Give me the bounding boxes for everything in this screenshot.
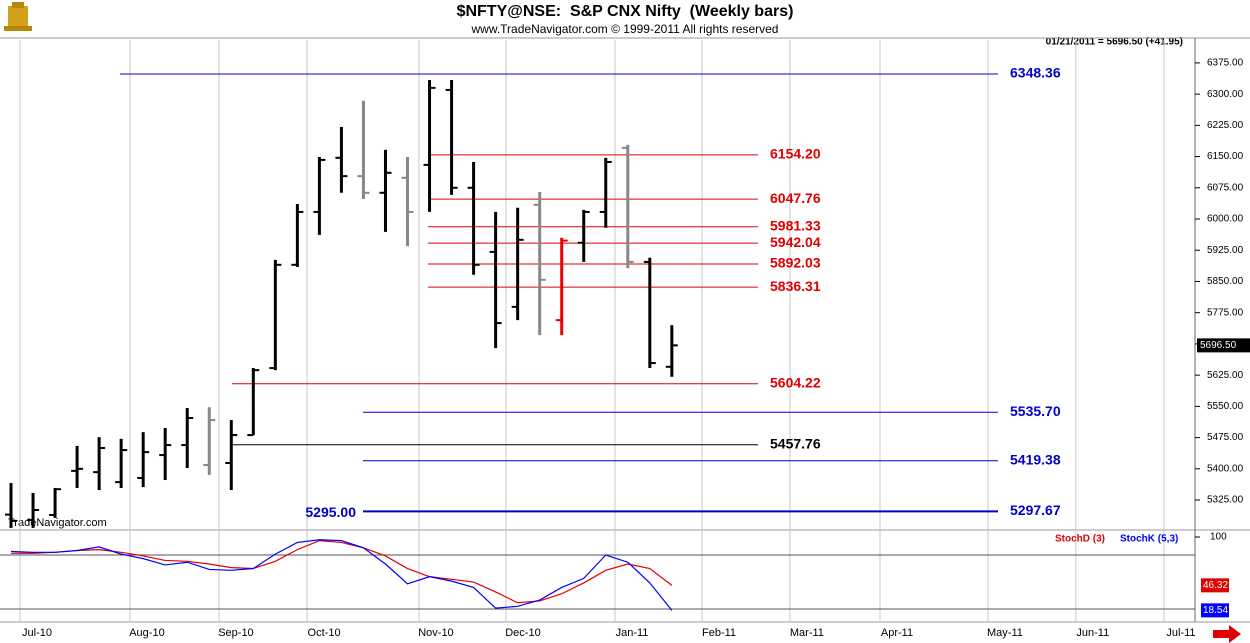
level-label: 6348.36	[1010, 65, 1061, 81]
x-tick-label: Feb-11	[702, 627, 736, 639]
level-label: 5535.70	[1010, 403, 1061, 419]
scroll-arrow[interactable]	[1213, 625, 1241, 643]
y-tick-label: 6000.00	[1207, 214, 1244, 225]
title: $NFTY@NSE: S&P CNX Nifty (Weekly bars)	[457, 3, 794, 20]
x-tick-label: Jun-11	[1076, 627, 1109, 639]
last-value-label: 5696.50	[1200, 340, 1237, 351]
y-tick-label: 5550.00	[1207, 401, 1244, 412]
y-tick-label: 5475.00	[1207, 432, 1244, 443]
y-tick-label: 6075.00	[1207, 182, 1244, 193]
y-tick-label: 6150.00	[1207, 151, 1244, 162]
last-value-box	[1201, 603, 1229, 618]
level-label: 5836.31	[770, 278, 821, 294]
x-tick-label: Dec-10	[505, 627, 540, 639]
y-tick-label: 5925.00	[1207, 245, 1244, 256]
quote: 01/21/2011 = 5696.50 (+41.95)	[1046, 37, 1183, 48]
last-value-label: 46.32	[1203, 580, 1228, 591]
x-tick-label: Jan-11	[616, 627, 649, 639]
y-tick-label: 5325.00	[1207, 495, 1244, 506]
level-label: 5419.38	[1010, 451, 1061, 467]
plot	[5, 73, 998, 528]
level-label: 5457.76	[770, 435, 821, 451]
y-tick-label: 6225.00	[1207, 120, 1244, 131]
y-tick-label: 5400.00	[1207, 463, 1244, 474]
x-tick-label: Sep-10	[218, 627, 253, 639]
x-tick-label: Jul-10	[22, 627, 52, 639]
last-value-box	[1201, 578, 1229, 593]
y-tick-label: 5775.00	[1207, 307, 1244, 318]
legend-entry: StochK (5,3)	[1120, 534, 1178, 545]
y-tick-label: 5625.00	[1207, 370, 1244, 381]
y-tick-label: 6375.00	[1207, 58, 1244, 69]
y-tick-label: 100	[1210, 532, 1227, 543]
x-tick-label: Apr-11	[881, 627, 913, 639]
level-label: 5295.00	[305, 504, 356, 520]
level-label: 6154.20	[770, 146, 821, 162]
x-tick-label: Nov-10	[418, 627, 453, 639]
x-tick-label: Oct-10	[308, 627, 341, 639]
level-label: 5297.67	[1010, 502, 1061, 518]
x-tick-label: Aug-10	[129, 627, 164, 639]
y-tick-label: 5850.00	[1207, 276, 1244, 287]
stoch-line	[11, 540, 673, 604]
x-tick-label: May-11	[987, 627, 1023, 639]
legend-entry: StochD (3)	[1055, 534, 1105, 545]
level-label: 5604.22	[770, 374, 821, 390]
subtitle: www.TradeNavigator.com © 1999-2011 All r…	[471, 22, 779, 36]
logo	[4, 2, 32, 31]
level-label: 5981.33	[770, 217, 821, 233]
stoch-line	[10, 539, 673, 611]
y-tick-label: 6300.00	[1207, 89, 1244, 100]
x-tick-label: Jul-11	[1166, 627, 1195, 639]
last-value-box	[1197, 338, 1250, 353]
plot	[10, 539, 673, 611]
watermark: TradeNavigator.com	[8, 517, 107, 529]
level-label: 6047.76	[770, 190, 821, 206]
last-value-label: 18.54	[1203, 605, 1228, 616]
x-tick-label: Mar-11	[790, 627, 824, 639]
level-label: 5942.04	[770, 234, 821, 250]
level-label: 5892.03	[770, 255, 821, 271]
